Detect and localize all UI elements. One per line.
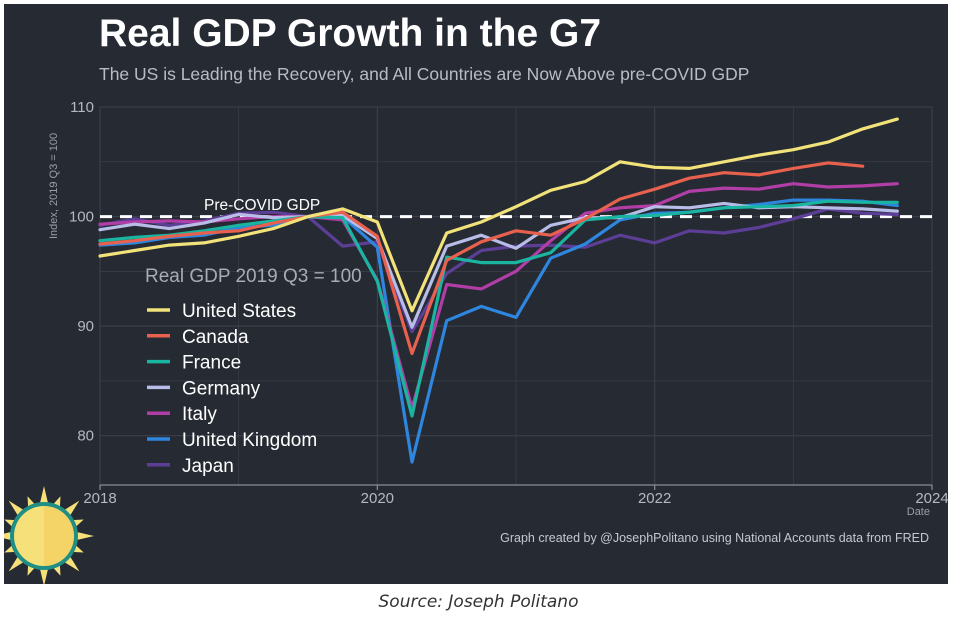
series-line-united-states: [98, 117, 899, 313]
legend-label-canada: Canada: [182, 327, 249, 348]
legend-label-france: France: [182, 353, 241, 374]
y-tick-label: 100: [69, 209, 94, 226]
legend-label-united-states: United States: [182, 301, 296, 322]
axis-layer: 2018 2020 2022 2024 80 90 100 110: [69, 99, 948, 507]
chart-subtitle: The US is Leading the Recovery, and All …: [99, 64, 749, 84]
chart-credit: Graph created by @JosephPolitano using N…: [500, 531, 929, 545]
y-tick-label: 90: [77, 318, 94, 335]
legend-label-japan: Japan: [182, 456, 234, 477]
sun-ray: [73, 531, 94, 541]
series-line-canada: [98, 161, 865, 356]
legend-items: United States Canada France Germany Italy Uni…: [147, 301, 317, 477]
series-line-italy: [98, 182, 899, 410]
sun-icon: [4, 486, 94, 584]
legend-title: Real GDP 2019 Q3 = 100: [145, 266, 362, 287]
y-axis-label: Index, 2019 Q3 = 100: [48, 133, 60, 239]
x-tick-label: 2024: [915, 490, 948, 507]
x-tick-label: 2020: [361, 490, 394, 507]
figure-caption: Source: Joseph Politano: [378, 592, 579, 612]
series-layer: [98, 117, 899, 464]
legend-label-germany: Germany: [182, 378, 261, 399]
y-tick-label: 80: [77, 428, 94, 445]
legend-label-italy: Italy: [182, 404, 217, 425]
grid-layer: [99, 106, 933, 485]
x-tick-label: 2018: [83, 490, 116, 507]
chart-card: Real GDP Growth in the G7 The US is Lead…: [4, 4, 948, 584]
x-tick-label: 2022: [638, 490, 671, 507]
sun-ray: [39, 565, 49, 584]
sun-ray: [39, 486, 49, 507]
reference-line-group: Pre-COVID GDP: [100, 197, 932, 219]
series-line-france: [98, 199, 899, 418]
series-line-united-kingdom: [98, 198, 899, 464]
legend-label-united-kingdom: United Kingdom: [182, 430, 317, 451]
y-tick-label: 110: [70, 99, 94, 116]
chart-svg: Real GDP Growth in the G7 The US is Lead…: [4, 12, 948, 584]
legend: Real GDP 2019 Q3 = 100 United States Cana…: [145, 266, 362, 477]
reference-line-label: Pre-COVID GDP: [204, 197, 320, 214]
chart-title: Real GDP Growth in the G7: [99, 12, 601, 55]
x-axis-label: Date: [907, 506, 930, 518]
